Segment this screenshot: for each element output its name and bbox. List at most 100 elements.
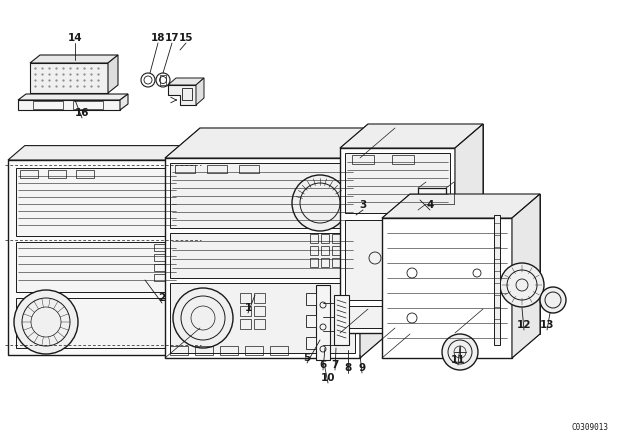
Text: 14: 14 xyxy=(68,33,83,43)
Text: 16: 16 xyxy=(75,108,89,118)
Text: 8: 8 xyxy=(344,363,351,373)
Bar xyxy=(343,258,351,267)
Bar xyxy=(154,274,166,281)
Bar xyxy=(345,306,450,328)
Polygon shape xyxy=(165,128,395,158)
Polygon shape xyxy=(168,85,196,105)
Bar xyxy=(154,264,166,271)
Bar xyxy=(154,254,166,261)
Polygon shape xyxy=(340,148,455,333)
Text: 15: 15 xyxy=(179,33,193,43)
Bar xyxy=(220,346,238,355)
Text: 18: 18 xyxy=(151,33,165,43)
Text: 4: 4 xyxy=(426,200,434,210)
Text: 2: 2 xyxy=(158,293,166,303)
Text: 3: 3 xyxy=(360,200,367,210)
Bar xyxy=(240,306,251,316)
Bar xyxy=(20,170,38,178)
Text: 7: 7 xyxy=(332,360,339,370)
Bar xyxy=(254,306,265,316)
Bar xyxy=(352,155,374,164)
Bar xyxy=(170,346,188,355)
Bar xyxy=(310,246,318,255)
Text: 9: 9 xyxy=(358,363,365,373)
Bar xyxy=(170,163,355,228)
Polygon shape xyxy=(410,194,540,334)
Bar xyxy=(245,346,263,355)
Bar xyxy=(334,295,349,345)
Polygon shape xyxy=(18,100,120,110)
Bar xyxy=(16,298,186,348)
Bar xyxy=(175,165,195,173)
Bar xyxy=(306,315,316,327)
Bar xyxy=(332,234,340,243)
Text: 6: 6 xyxy=(319,360,326,370)
Polygon shape xyxy=(382,218,512,358)
Text: 5: 5 xyxy=(303,353,310,363)
Bar xyxy=(418,188,446,210)
Bar xyxy=(240,293,251,303)
Polygon shape xyxy=(196,78,204,105)
Bar xyxy=(76,170,94,178)
Bar xyxy=(343,234,351,243)
Bar xyxy=(33,101,63,109)
Bar xyxy=(154,244,166,251)
Polygon shape xyxy=(120,94,128,110)
Circle shape xyxy=(14,290,78,354)
Bar xyxy=(254,293,265,303)
Bar xyxy=(48,170,66,178)
Bar xyxy=(332,246,340,255)
Polygon shape xyxy=(196,146,212,355)
Bar xyxy=(239,165,259,173)
Circle shape xyxy=(442,334,478,370)
Bar xyxy=(321,258,329,267)
Text: 17: 17 xyxy=(164,33,179,43)
Text: 12: 12 xyxy=(516,320,531,330)
Bar xyxy=(160,75,166,85)
Bar xyxy=(73,101,103,109)
Polygon shape xyxy=(455,124,483,333)
Bar xyxy=(321,246,329,255)
Text: 10: 10 xyxy=(321,373,335,383)
Polygon shape xyxy=(108,55,118,93)
Bar xyxy=(207,165,227,173)
Bar xyxy=(16,242,186,292)
Bar xyxy=(254,319,265,329)
Bar xyxy=(170,233,355,278)
Polygon shape xyxy=(168,78,204,85)
Bar xyxy=(240,319,251,329)
Text: 1: 1 xyxy=(244,303,252,313)
Bar xyxy=(306,337,316,349)
Bar xyxy=(170,283,355,353)
Text: 11: 11 xyxy=(451,355,465,365)
Bar xyxy=(345,220,450,300)
Text: C0309013: C0309013 xyxy=(571,423,608,432)
Polygon shape xyxy=(30,55,118,63)
Circle shape xyxy=(173,288,233,348)
Circle shape xyxy=(500,263,544,307)
Circle shape xyxy=(292,175,348,231)
Polygon shape xyxy=(200,128,395,328)
Bar xyxy=(343,246,351,255)
Bar xyxy=(345,153,450,213)
Polygon shape xyxy=(382,194,540,218)
Bar xyxy=(494,215,500,345)
Polygon shape xyxy=(30,63,108,93)
Polygon shape xyxy=(8,146,212,160)
Polygon shape xyxy=(165,158,360,358)
Bar xyxy=(306,293,316,305)
Bar xyxy=(310,234,318,243)
Bar xyxy=(182,88,192,100)
Bar xyxy=(321,234,329,243)
Bar xyxy=(195,346,213,355)
Polygon shape xyxy=(340,124,483,148)
Circle shape xyxy=(540,287,566,313)
Text: 13: 13 xyxy=(540,320,554,330)
Bar xyxy=(310,258,318,267)
Polygon shape xyxy=(8,160,196,355)
Polygon shape xyxy=(368,124,483,309)
Bar xyxy=(16,168,186,236)
Polygon shape xyxy=(18,94,128,100)
Polygon shape xyxy=(360,128,395,358)
Bar xyxy=(392,155,414,164)
